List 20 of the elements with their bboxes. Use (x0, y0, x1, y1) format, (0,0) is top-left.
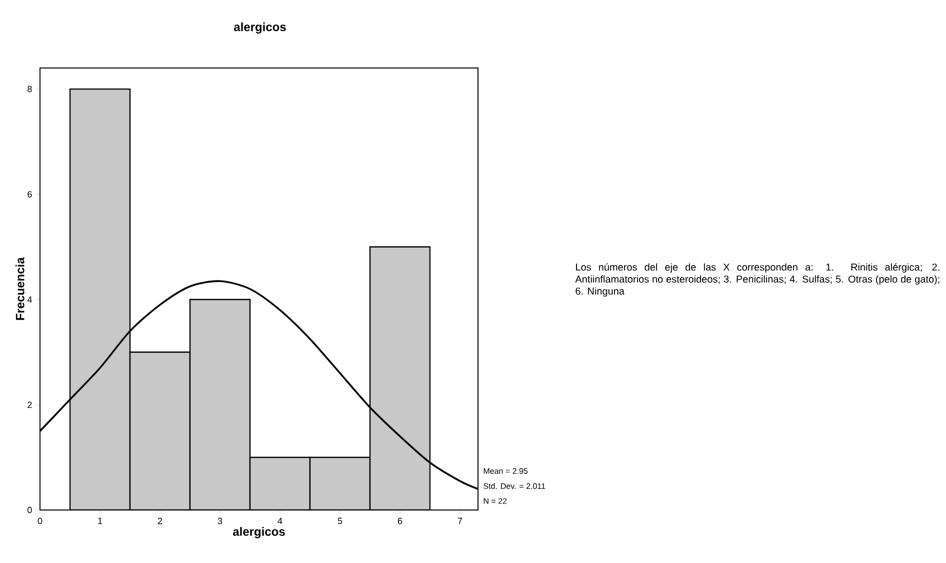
text: N = 22 (484, 498, 507, 504)
text: Std. Dev. = 2.011 (484, 483, 546, 489)
y-tick-label: 6 (28, 191, 32, 198)
x-tick-label: 1 (98, 518, 102, 524)
y-tick-label: 0 (28, 506, 32, 514)
y-tick-label: 2 (28, 402, 32, 408)
text: Los números del eje de las X corresponden a: 1. Rinitis alérgica; 2. Antiinflamatorios no esteroideos; 3. Penicilinas; 4. Sulfas; 5. Otras (pelo de gato); 6. Ninguna (575, 263, 940, 297)
x-tick-label: 4 (278, 518, 282, 524)
x-tick-label: 5 (338, 518, 342, 524)
y-tick-label: 4 (27, 296, 32, 303)
y-axis-title: Frecuencia (16, 257, 24, 320)
x-tick-label: 3 (218, 518, 222, 524)
x-axis-title: alergicos (233, 527, 285, 538)
chart-title: alergicos (234, 22, 286, 34)
x-tick-label: 2 (158, 518, 162, 524)
x-tick-label: 7 (458, 518, 462, 524)
x-tick-label: 0 (38, 518, 42, 524)
y-tick-label: 8 (28, 86, 32, 92)
text: Mean = 2.95 (484, 468, 528, 474)
x-tick-label: 6 (398, 518, 402, 524)
